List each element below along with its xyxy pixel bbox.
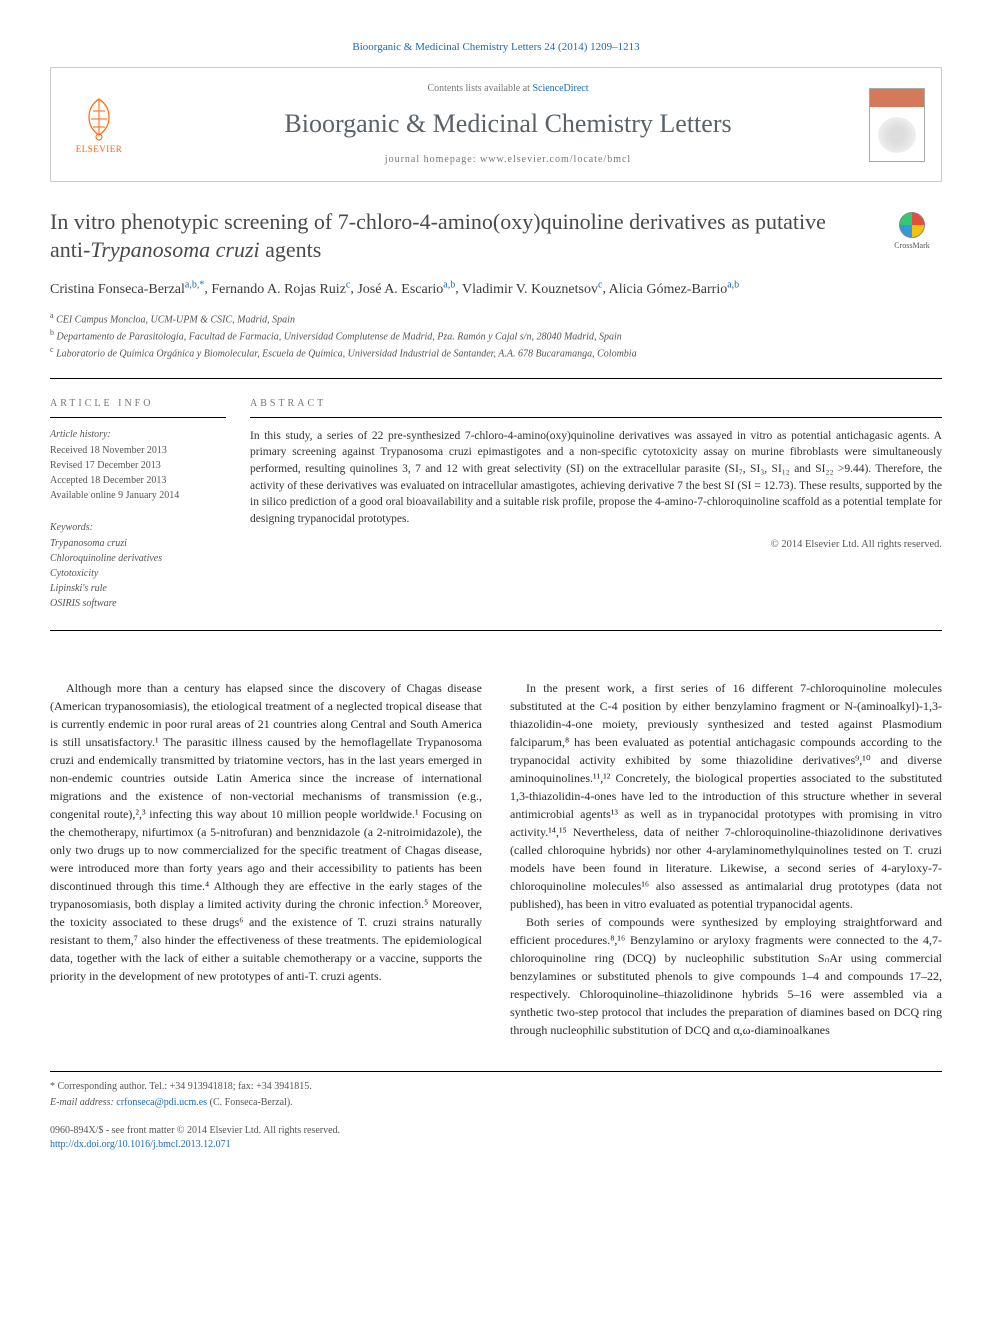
keyword: OSIRIS software (50, 597, 226, 611)
affiliation: c Laboratorio de Química Orgánica y Biom… (50, 344, 942, 361)
crossmark-label: CrossMark (894, 240, 930, 251)
contents-line: Contents lists available at ScienceDirec… (147, 82, 869, 96)
email-label: E-mail address: (50, 1097, 116, 1108)
body-text: Although more than a century has elapsed… (50, 679, 942, 1039)
homepage-prefix: journal homepage: (385, 154, 480, 165)
body-paragraph: In the present work, a first series of 1… (510, 679, 942, 913)
author-list: Cristina Fonseca-Berzala,b,*, Fernando A… (50, 277, 942, 300)
author[interactable]: Vladimir V. Kouznetsovc (462, 282, 602, 297)
author[interactable]: Alicia Gómez-Barrioa,b (609, 282, 740, 297)
email-who: (C. Fonseca-Berzal). (207, 1097, 293, 1108)
body-paragraph: Although more than a century has elapsed… (50, 679, 482, 985)
corresponding-author-note: * Corresponding author. Tel.: +34 913941… (50, 1080, 942, 1094)
history-item: Accepted 18 December 2013 (50, 474, 226, 488)
keyword: Chloroquinoline derivatives (50, 552, 226, 566)
email-note: E-mail address: crfonseca@pdi.ucm.es (C.… (50, 1096, 942, 1110)
journal-name: Bioorganic & Medicinal Chemistry Letters (147, 106, 869, 142)
keyword: Trypanosoma cruzi (50, 537, 226, 551)
abstract-text: In this study, a series of 22 pre-synthe… (250, 428, 942, 528)
affiliation: a CEI Campus Moncloa, UCM-UPM & CSIC, Ma… (50, 310, 942, 327)
footer: * Corresponding author. Tel.: +34 913941… (50, 1071, 942, 1152)
homepage-url[interactable]: www.elsevier.com/locate/bmcl (480, 154, 631, 165)
crossmark-icon (899, 212, 925, 238)
keywords-label: Keywords: (50, 521, 226, 535)
doi-link[interactable]: http://dx.doi.org/10.1016/j.bmcl.2013.12… (50, 1139, 231, 1150)
email-link[interactable]: crfonseca@pdi.ucm.es (116, 1097, 207, 1108)
author[interactable]: Cristina Fonseca-Berzala,b,* (50, 282, 204, 297)
contents-prefix: Contents lists available at (427, 83, 532, 94)
body-paragraph: Both series of compounds were synthesize… (510, 913, 942, 1039)
history-label: Article history: (50, 428, 226, 442)
abstract-copyright: © 2014 Elsevier Ltd. All rights reserved… (250, 538, 942, 553)
front-matter-line: 0960-894X/$ - see front matter © 2014 El… (50, 1124, 942, 1138)
author[interactable]: Fernando A. Rojas Ruizc (211, 282, 350, 297)
elsevier-tree-icon (75, 93, 123, 141)
title-italic: Trypanosoma cruzi (90, 237, 259, 262)
title-part-2: agents (260, 237, 322, 262)
journal-cover-thumbnail[interactable] (869, 88, 925, 162)
author[interactable]: José A. Escarioa,b (357, 282, 455, 297)
abstract-heading: ABSTRACT (250, 397, 942, 418)
history-item: Available online 9 January 2014 (50, 489, 226, 503)
affiliation: b Departamento de Parasitología, Faculta… (50, 327, 942, 344)
elsevier-logo[interactable]: ELSEVIER (67, 89, 131, 161)
article-info-heading: ARTICLE INFO (50, 397, 226, 418)
sciencedirect-link[interactable]: ScienceDirect (532, 83, 588, 94)
journal-header: ELSEVIER Contents lists available at Sci… (50, 67, 942, 181)
body-column-right: In the present work, a first series of 1… (510, 679, 942, 1039)
keyword: Cytotoxicity (50, 567, 226, 581)
keyword: Lipinski's rule (50, 582, 226, 596)
doi-block: 0960-894X/$ - see front matter © 2014 El… (50, 1124, 942, 1152)
affiliations: a CEI Campus Moncloa, UCM-UPM & CSIC, Ma… (50, 310, 942, 379)
citation-bar: Bioorganic & Medicinal Chemistry Letters… (50, 40, 942, 55)
history-item: Received 18 November 2013 (50, 444, 226, 458)
crossmark-badge[interactable]: CrossMark (882, 212, 942, 251)
article-title: In vitro phenotypic screening of 7-chlor… (50, 208, 882, 265)
article-info-sidebar: ARTICLE INFO Article history: Received 1… (50, 397, 250, 612)
homepage-line: journal homepage: www.elsevier.com/locat… (147, 153, 869, 167)
history-item: Revised 17 December 2013 (50, 459, 226, 473)
publisher-label: ELSEVIER (76, 143, 123, 156)
body-column-left: Although more than a century has elapsed… (50, 679, 482, 1039)
